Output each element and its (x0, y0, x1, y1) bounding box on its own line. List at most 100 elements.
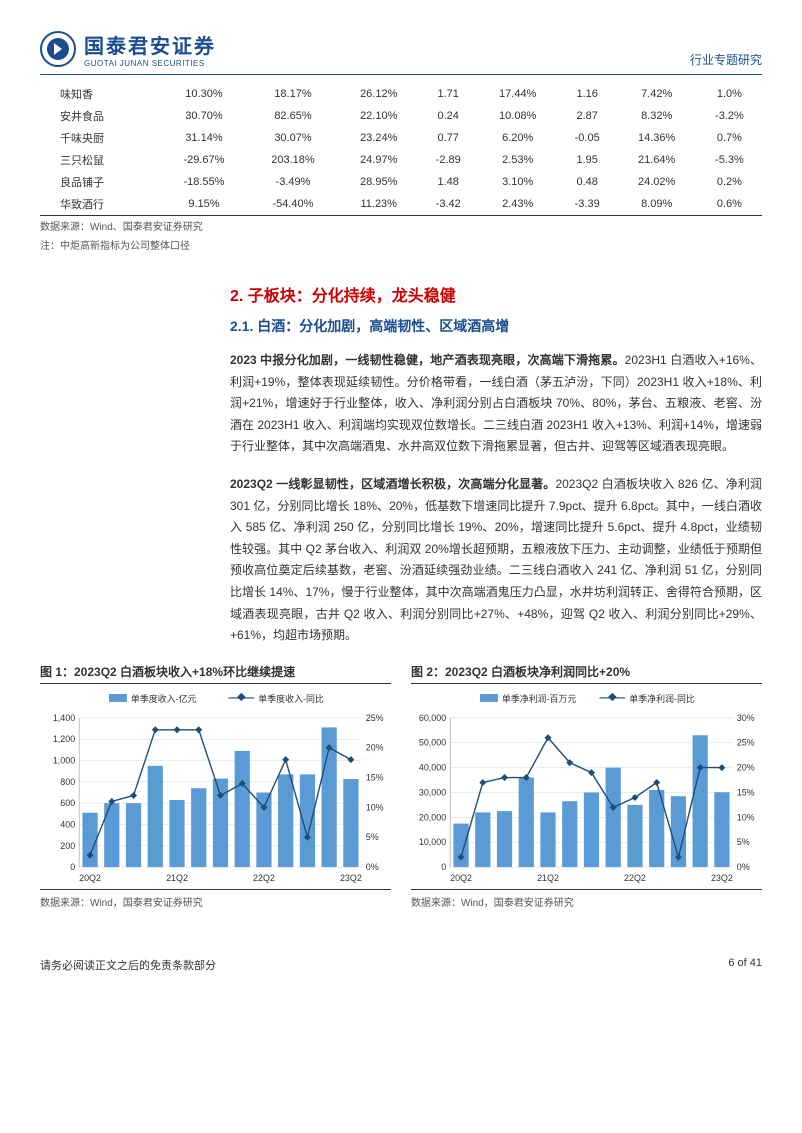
table-cell: 11.23% (339, 193, 419, 216)
svg-text:20%: 20% (366, 742, 384, 752)
table-cell: 21.64% (617, 149, 697, 171)
table-cell: 8.09% (617, 193, 697, 216)
table-cell: -5.3% (697, 149, 762, 171)
table-cell: 18.17% (247, 83, 338, 105)
svg-text:20Q2: 20Q2 (450, 873, 472, 883)
footer-page: 6 of 41 (728, 957, 762, 969)
page-header: 国泰君安证券 GUOTAI JUNAN SECURITIES 行业专题研究 (40, 30, 762, 75)
table-cell: 30.70% (161, 105, 248, 127)
table-cell: 14.36% (617, 127, 697, 149)
table-cell: 10.08% (478, 105, 558, 127)
chart-1-title: 图 1：2023Q2 白酒板块收入+18%环比继续提速 (40, 663, 391, 684)
table-row: 华致酒行9.15%-54.40%11.23%-3.422.43%-3.398.0… (40, 193, 762, 216)
subsection-heading: 2.1. 白酒：分化加剧，高端韧性、区域酒高增 (230, 316, 762, 336)
svg-text:5%: 5% (366, 832, 379, 842)
svg-text:800: 800 (60, 777, 75, 787)
svg-text:1,000: 1,000 (53, 755, 75, 765)
svg-text:15%: 15% (366, 772, 384, 782)
logo-block: 国泰君安证券 GUOTAI JUNAN SECURITIES (40, 30, 216, 68)
chart-2-svg: 单季净利润-百万元单季净利润-同比010,00020,00030,00040,0… (411, 690, 762, 889)
svg-text:0: 0 (70, 862, 75, 872)
table-cell: 0.7% (697, 127, 762, 149)
table-cell: 23.24% (339, 127, 419, 149)
table-cell: 1.95 (558, 149, 617, 171)
table-cell: 味知香 (40, 83, 161, 105)
svg-text:20%: 20% (737, 762, 755, 772)
footer-disclaimer: 请务必阅读正文之后的免责条款部分 (40, 957, 216, 973)
svg-text:20Q2: 20Q2 (79, 873, 101, 883)
table-row: 三只松鼠-29.67%203.18%24.97%-2.892.53%1.9521… (40, 149, 762, 171)
svg-text:23Q2: 23Q2 (711, 873, 733, 883)
logo-icon (40, 31, 76, 67)
chart-1: 图 1：2023Q2 白酒板块收入+18%环比继续提速 单季度收入-亿元 单季度收… (40, 663, 391, 909)
table-row: 味知香10.30%18.17%26.12%1.7117.44%1.167.42%… (40, 83, 762, 105)
table-cell: 1.71 (419, 83, 478, 105)
charts-row: 图 1：2023Q2 白酒板块收入+18%环比继续提速 单季度收入-亿元 单季度收… (40, 663, 762, 909)
table-cell: 三只松鼠 (40, 149, 161, 171)
para1-rest: 2023H1 白酒收入+16%、利润+19%，整体表现延续韧性。分价格带看，一线… (230, 353, 762, 453)
table-cell: 0.24 (419, 105, 478, 127)
financial-table: 味知香10.30%18.17%26.12%1.7117.44%1.167.42%… (40, 83, 762, 216)
svg-text:0%: 0% (737, 862, 750, 872)
svg-text:1,400: 1,400 (53, 713, 75, 723)
svg-text:10,000: 10,000 (419, 837, 446, 847)
para1-bold: 2023 中报分化加剧，一线韧性稳健，地产酒表现亮眼，次高端下滑拖累。 (230, 353, 625, 367)
table-cell: 2.53% (478, 149, 558, 171)
svg-text:25%: 25% (366, 713, 384, 723)
svg-text:30,000: 30,000 (419, 787, 446, 797)
svg-text:0%: 0% (366, 862, 379, 872)
table-cell: -3.2% (697, 105, 762, 127)
svg-text:10%: 10% (366, 802, 384, 812)
para2-bold: 2023Q2 一线彰显韧性，区域酒增长积极，次高端分化显著。 (230, 477, 555, 491)
table-cell: 9.15% (161, 193, 248, 216)
table-cell: 7.42% (617, 83, 697, 105)
table-cell: 0.48 (558, 171, 617, 193)
paragraph-2: 2023Q2 一线彰显韧性，区域酒增长积极，次高端分化显著。2023Q2 白酒板… (230, 474, 762, 647)
svg-text:20,000: 20,000 (419, 812, 446, 822)
logo-text-en: GUOTAI JUNAN SECURITIES (84, 59, 216, 68)
table-cell: 6.20% (478, 127, 558, 149)
svg-text:单季净利润-同比: 单季净利润-同比 (629, 693, 695, 704)
svg-text:21Q2: 21Q2 (166, 873, 188, 883)
table-note: 注：中炬高新指标为公司整体口径 (40, 239, 762, 254)
table-cell: 17.44% (478, 83, 558, 105)
table-cell: 2.87 (558, 105, 617, 127)
table-row: 安井食品30.70%82.65%22.10%0.2410.08%2.878.32… (40, 105, 762, 127)
chart-1-svg: 单季度收入-亿元单季度收入-同比02004006008001,0001,2001… (40, 690, 391, 889)
page-footer: 请务必阅读正文之后的免责条款部分 6 of 41 (40, 949, 762, 973)
table-cell: 24.97% (339, 149, 419, 171)
svg-text:单季度收入-亿元: 单季度收入-亿元 (131, 693, 197, 704)
svg-text:30%: 30% (737, 713, 755, 723)
section-heading: 2. 子板块：分化持续，龙头稳健 (230, 282, 762, 306)
table-cell: -0.05 (558, 127, 617, 149)
svg-text:25%: 25% (737, 737, 755, 747)
table-cell: 良品铺子 (40, 171, 161, 193)
svg-text:40,000: 40,000 (419, 762, 446, 772)
table-cell: 0.6% (697, 193, 762, 216)
table-cell: 1.0% (697, 83, 762, 105)
table-cell: 28.95% (339, 171, 419, 193)
svg-text:400: 400 (60, 819, 75, 829)
table-source: 数据来源：Wind、国泰君安证券研究 (40, 220, 762, 235)
svg-text:600: 600 (60, 798, 75, 808)
chart-1-source: 数据来源：Wind，国泰君安证券研究 (40, 894, 391, 909)
table-cell: 10.30% (161, 83, 248, 105)
table-cell: -3.49% (247, 171, 338, 193)
logo-text-cn: 国泰君安证券 (84, 30, 216, 59)
table-cell: -54.40% (247, 193, 338, 216)
svg-text:单季净利润-百万元: 单季净利润-百万元 (502, 693, 577, 704)
chart-2-title: 图 2：2023Q2 白酒板块净利润同比+20% (411, 663, 762, 684)
table-cell: 31.14% (161, 127, 248, 149)
svg-text:50,000: 50,000 (419, 737, 446, 747)
table-cell: -3.39 (558, 193, 617, 216)
svg-text:15%: 15% (737, 787, 755, 797)
table-cell: -29.67% (161, 149, 248, 171)
svg-text:21Q2: 21Q2 (537, 873, 559, 883)
table-row: 良品铺子-18.55%-3.49%28.95%1.483.10%0.4824.0… (40, 171, 762, 193)
table-cell: -18.55% (161, 171, 248, 193)
table-cell: 安井食品 (40, 105, 161, 127)
table-row: 千味央厨31.14%30.07%23.24%0.776.20%-0.0514.3… (40, 127, 762, 149)
svg-text:单季度收入-同比: 单季度收入-同比 (258, 693, 324, 704)
table-cell: 24.02% (617, 171, 697, 193)
table-cell: 82.65% (247, 105, 338, 127)
